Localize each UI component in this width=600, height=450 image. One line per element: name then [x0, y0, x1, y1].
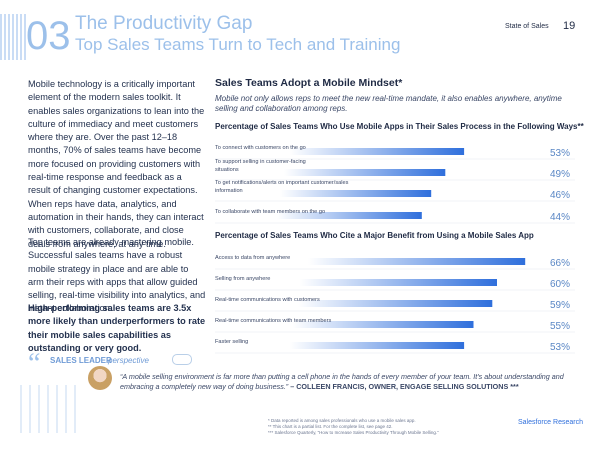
- page-number: 19: [563, 20, 576, 32]
- value-label: 59%: [550, 300, 570, 311]
- bar-label-line: To get notifications/alerts on important…: [215, 180, 349, 186]
- bar-label: To support selling in customer-facing sit…: [215, 159, 306, 173]
- bar-label: Real-time communications with customers: [215, 297, 320, 303]
- chart-title: Percentage of Sales Teams Who Cite a Maj…: [215, 231, 534, 240]
- bar-label: Faster selling: [215, 339, 248, 345]
- perspective-label: perspective: [108, 356, 149, 365]
- bar: [215, 300, 493, 307]
- bar: [215, 190, 432, 197]
- highlight: High-performing sales teams are 3.5x mor…: [28, 303, 206, 353]
- bar: [215, 169, 446, 176]
- source: Salesforce Research: [518, 419, 583, 426]
- value-label: 53%: [550, 342, 570, 353]
- footnotes: * Data reported is among sales professio…: [268, 418, 439, 436]
- value-label: 49%: [550, 169, 570, 180]
- chart-title: Percentage of Sales Teams Who Use Mobile…: [215, 122, 585, 131]
- perspective-label: SALES LEADER: [50, 356, 112, 365]
- bar-label: To collaborate with team members on the …: [215, 209, 325, 215]
- footnote: * Data reported is among sales professio…: [268, 418, 416, 423]
- tree-decoration: [20, 385, 80, 433]
- header-title: The Productivity Gap: [75, 13, 253, 34]
- bar-label: Access to data from anywhere: [215, 255, 290, 261]
- section-number: 03: [26, 14, 71, 58]
- value-label: 60%: [550, 279, 570, 290]
- footnote: *** Salesforce Quarterly, “How to Increa…: [268, 430, 439, 435]
- bar: [215, 342, 465, 349]
- quote-mark: “: [28, 348, 41, 379]
- bar-label-line: To support selling in customer-facing: [215, 159, 306, 165]
- bar-label-line: information: [215, 188, 243, 194]
- portrait: [88, 366, 112, 390]
- value-label: 55%: [550, 321, 570, 332]
- bar: [215, 258, 526, 265]
- glasses-icon: [172, 354, 192, 365]
- bar-label: Real-time communications with team membe…: [215, 318, 331, 324]
- bar-label-line: situations: [215, 167, 239, 173]
- bar: [215, 321, 474, 328]
- attribution: – COLLEEN FRANCIS, OWNER, ENGAGE SELLING…: [290, 382, 519, 391]
- value-label: 44%: [550, 212, 570, 223]
- value-label: 53%: [550, 148, 570, 159]
- bar: [215, 212, 422, 219]
- bar-label: To connect with customers on the go: [215, 145, 306, 151]
- bar-label: Selling from anywhere: [215, 276, 270, 282]
- section-title: Sales Teams Adopt a Mobile Mindset*: [215, 77, 403, 89]
- quote: “A mobile selling environment is far mor…: [120, 372, 565, 392]
- paragraph: Mobile technology is a critically import…: [28, 79, 205, 249]
- report-name: State of Sales: [505, 23, 549, 30]
- section-intro: Mobile not only allows reps to meet the …: [215, 94, 562, 113]
- value-label: 46%: [550, 190, 570, 201]
- bar: [215, 148, 465, 155]
- header-subtitle: Top Sales Teams Turn to Tech and Trainin…: [75, 35, 401, 54]
- paragraph: Top teams are already mastering mobile. …: [28, 237, 206, 314]
- bar-label: To get notifications/alerts on important…: [215, 180, 349, 194]
- bar: [215, 279, 497, 286]
- header-decoration: [0, 14, 26, 60]
- footnote: ** This chart is a partial list. For the…: [268, 424, 393, 429]
- quote-text: “A mobile selling environment is far mor…: [120, 372, 564, 391]
- value-label: 66%: [550, 258, 570, 269]
